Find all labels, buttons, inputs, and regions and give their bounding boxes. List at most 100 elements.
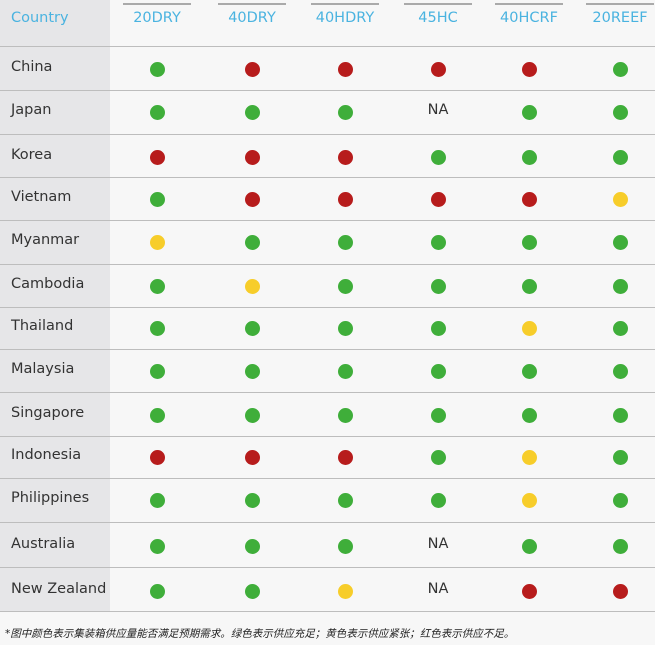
red-status-dot — [337, 191, 353, 207]
table-row: Japan NA — [0, 90, 655, 135]
country-name: Vietnam — [11, 189, 72, 205]
header-top-line — [218, 3, 286, 5]
green-status-dot — [521, 538, 537, 554]
yellow-status-dot — [521, 492, 537, 508]
green-status-dot — [244, 492, 260, 508]
green-status-dot — [612, 538, 628, 554]
green-status-dot — [149, 363, 165, 379]
green-status-dot — [149, 320, 165, 336]
green-status-dot — [244, 104, 260, 120]
table-row: Korea — [0, 134, 655, 178]
country-name: Indonesia — [11, 447, 82, 463]
green-status-dot — [149, 492, 165, 508]
green-status-dot — [149, 538, 165, 554]
green-status-dot — [612, 104, 628, 120]
header-country: Country — [11, 10, 69, 26]
green-status-dot — [612, 492, 628, 508]
country-name: Cambodia — [11, 276, 85, 292]
table-row: Australia NA — [0, 522, 655, 568]
country-name: Thailand — [11, 318, 74, 334]
green-status-dot — [244, 234, 260, 250]
green-status-dot — [521, 407, 537, 423]
green-status-dot — [337, 320, 353, 336]
header-top-line — [123, 3, 191, 5]
green-status-dot — [244, 407, 260, 423]
green-status-dot — [612, 449, 628, 465]
yellow-status-dot — [337, 583, 353, 599]
na-label: NA — [427, 581, 449, 597]
table-row: China — [0, 46, 655, 91]
green-status-dot — [612, 234, 628, 250]
green-status-dot — [521, 363, 537, 379]
red-status-dot — [149, 449, 165, 465]
green-status-dot — [149, 61, 165, 77]
red-status-dot — [149, 149, 165, 165]
country-name: Japan — [11, 102, 52, 118]
table-row: Vietnam — [0, 177, 655, 221]
yellow-status-dot — [149, 234, 165, 250]
country-name: Malaysia — [11, 361, 75, 377]
country-name: Korea — [11, 147, 53, 163]
green-status-dot — [430, 278, 446, 294]
country-name: China — [11, 59, 53, 75]
table-row: Indonesia — [0, 436, 655, 479]
green-status-dot — [430, 149, 446, 165]
bottom-divider — [0, 611, 655, 612]
red-status-dot — [521, 583, 537, 599]
yellow-status-dot — [612, 191, 628, 207]
red-status-dot — [521, 191, 537, 207]
yellow-status-dot — [521, 320, 537, 336]
green-status-dot — [337, 407, 353, 423]
green-status-dot — [149, 191, 165, 207]
table-row: Singapore — [0, 392, 655, 437]
header-top-line — [495, 3, 563, 5]
country-name: New Zealand — [11, 581, 107, 597]
header-45hc: 45HC — [418, 10, 458, 26]
green-status-dot — [612, 149, 628, 165]
green-status-dot — [612, 407, 628, 423]
green-status-dot — [244, 363, 260, 379]
green-status-dot — [612, 363, 628, 379]
red-status-dot — [244, 149, 260, 165]
table-row: Philippines — [0, 478, 655, 523]
green-status-dot — [337, 363, 353, 379]
green-status-dot — [521, 278, 537, 294]
red-status-dot — [244, 61, 260, 77]
green-status-dot — [149, 583, 165, 599]
table-row: Thailand — [0, 307, 655, 350]
yellow-status-dot — [521, 449, 537, 465]
green-status-dot — [521, 234, 537, 250]
header-top-line — [404, 3, 472, 5]
red-status-dot — [337, 61, 353, 77]
yellow-status-dot — [244, 278, 260, 294]
header-20dry: 20DRY — [133, 10, 181, 26]
header-top-line — [586, 3, 654, 5]
country-column-bg — [0, 0, 110, 612]
country-name: Myanmar — [11, 232, 80, 248]
green-status-dot — [521, 104, 537, 120]
country-name: Australia — [11, 536, 76, 552]
header-40hdry: 40HDRY — [315, 10, 375, 26]
green-status-dot — [430, 363, 446, 379]
red-status-dot — [521, 61, 537, 77]
green-status-dot — [430, 320, 446, 336]
red-status-dot — [244, 191, 260, 207]
table-row: Myanmar — [0, 220, 655, 265]
green-status-dot — [337, 234, 353, 250]
country-name: Singapore — [11, 405, 85, 421]
green-status-dot — [149, 104, 165, 120]
green-status-dot — [337, 278, 353, 294]
green-status-dot — [149, 407, 165, 423]
table-row: Cambodia — [0, 264, 655, 308]
table-row: Malaysia — [0, 349, 655, 393]
red-status-dot — [430, 61, 446, 77]
green-status-dot — [612, 61, 628, 77]
red-status-dot — [430, 191, 446, 207]
green-status-dot — [430, 407, 446, 423]
footnote: *图中颜色表示集装箱供应量能否满足预期需求。绿色表示供应充足；黄色表示供应紧张；… — [5, 628, 515, 640]
green-status-dot — [337, 104, 353, 120]
green-status-dot — [430, 492, 446, 508]
green-status-dot — [244, 583, 260, 599]
green-status-dot — [612, 278, 628, 294]
green-status-dot — [430, 449, 446, 465]
